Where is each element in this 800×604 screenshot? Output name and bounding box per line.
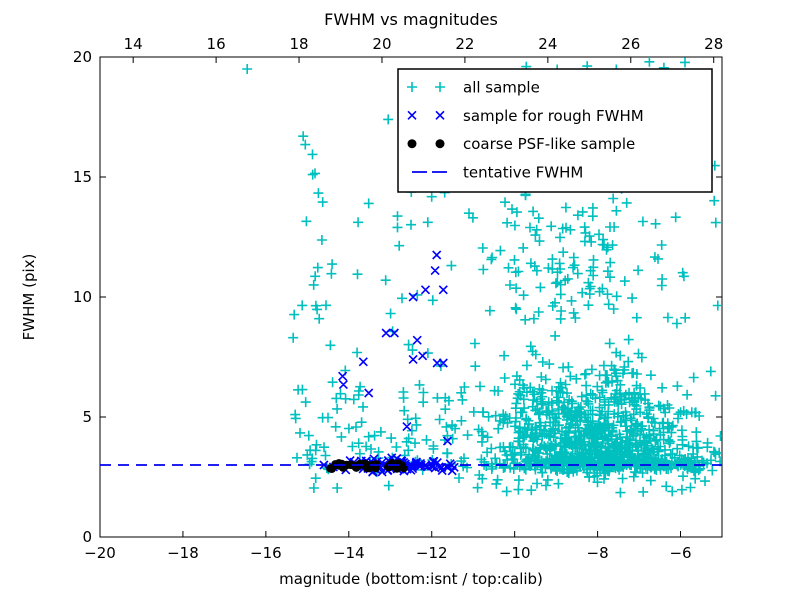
x-top-tick-label: 16 [207, 35, 226, 53]
y-tick-label: 10 [73, 288, 92, 306]
legend-label: all sample [463, 79, 540, 97]
x-top-tick-label: 14 [124, 35, 143, 53]
series-coarse-psf-like-sample [326, 459, 408, 473]
x-bottom-tick-label: −6 [669, 544, 691, 562]
legend: all sample sample for rough FWHM coarse PS… [397, 68, 713, 193]
legend-x-marker-icon [407, 110, 445, 120]
y-axis-label: FWHM (pix) [20, 254, 38, 341]
legend-box [397, 68, 713, 193]
x-top-tick-label: 22 [455, 35, 474, 53]
axes: −20 −18 −16 −14 −12 −10 −8 −6 14 16 18 20 22 24 26 28 0 5… [73, 35, 723, 562]
x-bottom-tick-label: −8 [587, 544, 609, 562]
x-top-tick-label: 20 [372, 35, 391, 53]
legend-label: coarse PSF-like sample [463, 135, 635, 153]
plot-area [100, 57, 722, 498]
x-top-tick-label: 18 [289, 35, 308, 53]
chart-title: FWHM vs magnitudes [324, 10, 498, 29]
x-bottom-tick-label: −10 [499, 544, 531, 562]
y-tick-label: 0 [82, 528, 92, 546]
x-bottom-tick-label: −14 [333, 544, 365, 562]
x-top-tick-label: 26 [621, 35, 640, 53]
legend-plus-marker-icon [407, 82, 445, 92]
y-tick-label: 15 [73, 168, 92, 186]
x-bottom-tick-label: −12 [416, 544, 448, 562]
x-bottom-tick-label: −18 [167, 544, 199, 562]
legend-label: tentative FWHM [463, 164, 583, 182]
x-top-tick-label: 28 [704, 35, 723, 53]
x-bottom-tick-label: −16 [250, 544, 282, 562]
y-tick-label: 5 [82, 408, 92, 426]
x-top-tick-label: 24 [538, 35, 557, 53]
series-sample-for-rough-fwhm [319, 250, 459, 477]
series-all-sample [242, 57, 722, 498]
x-axis-label: magnitude (bottom:isnt / top:calib) [279, 570, 543, 588]
x-bottom-tick-label: −20 [84, 544, 116, 562]
y-tick-label: 20 [73, 48, 92, 66]
legend-dot-marker-icon [407, 139, 417, 149]
legend-label: sample for rough FWHM [463, 107, 644, 125]
legend-dot-marker-icon [435, 139, 445, 149]
